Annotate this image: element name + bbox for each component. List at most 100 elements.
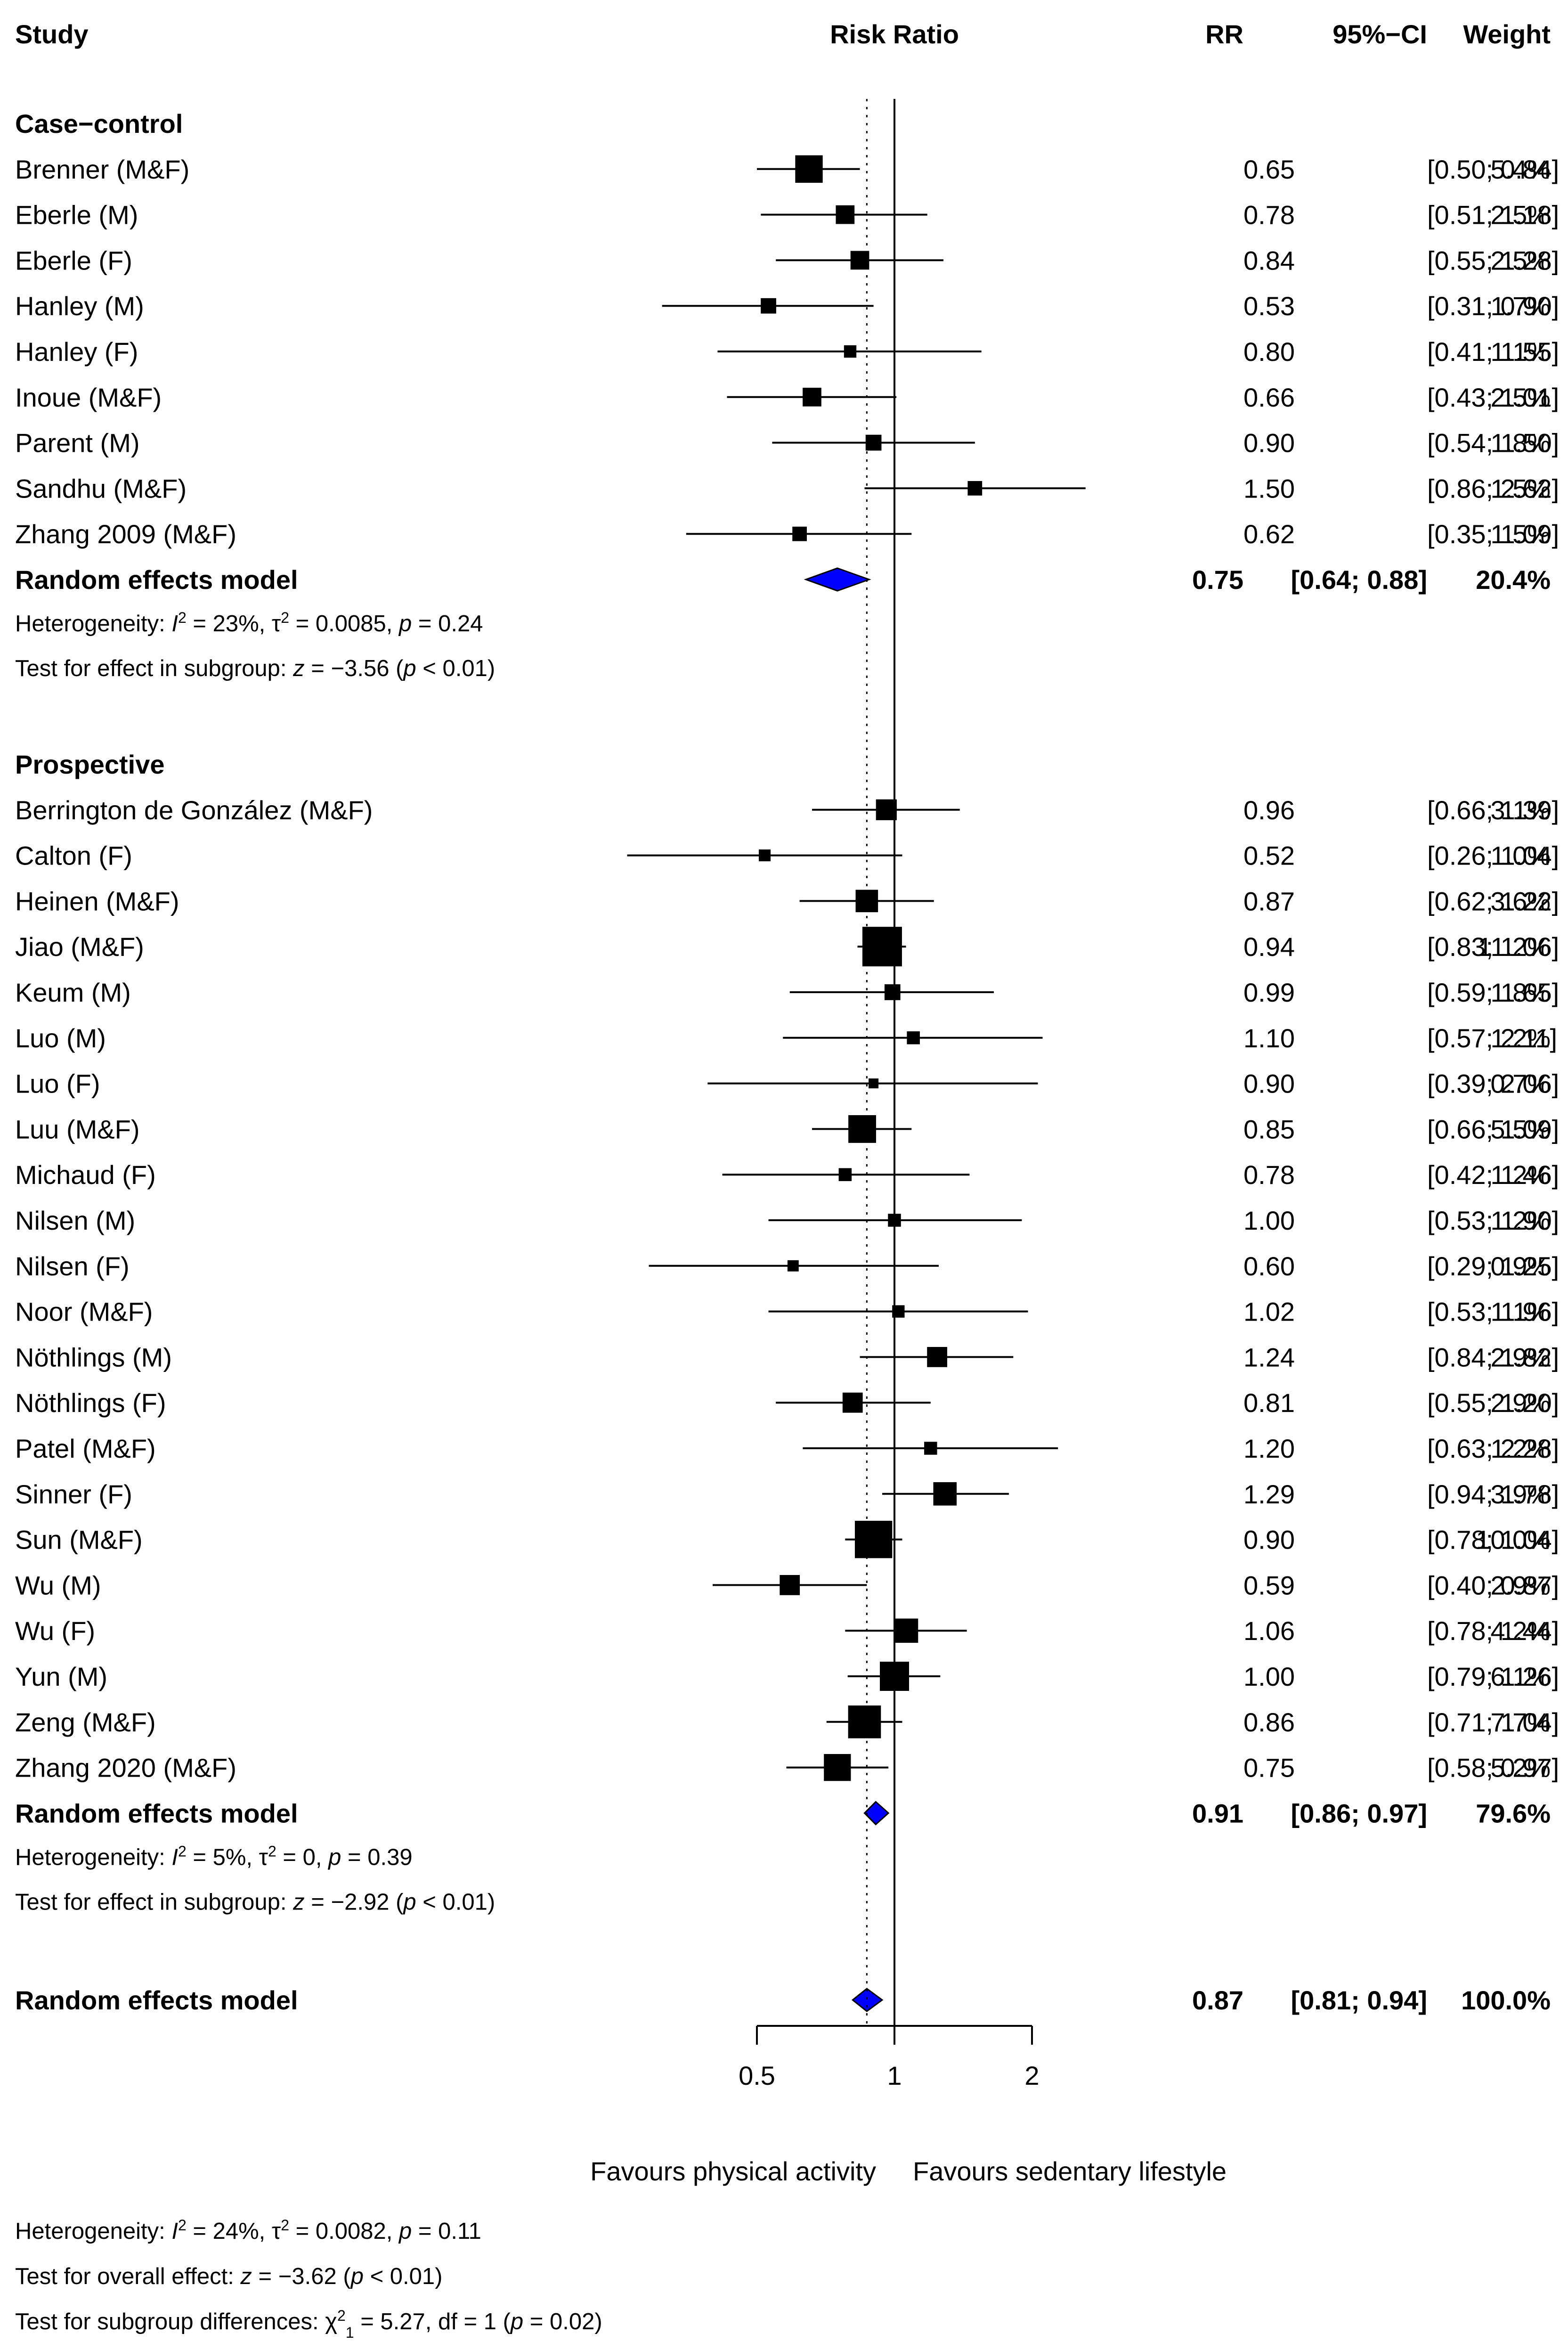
study-weight: 5.2% [1490,1753,1551,1783]
subgroup-model-ci: [0.86; 0.97] [1291,1798,1428,1828]
study-label: Sandhu (M&F) [15,473,187,503]
subgroup-model-label: Random effects model [15,565,298,595]
study-rr: 1.00 [1243,1662,1295,1691]
study-weight: 2.5% [1490,383,1551,412]
study-marker [884,984,901,1000]
study-ci: [0.51; 1.18] [1427,200,1559,230]
study-weight: 11.2% [1478,932,1551,962]
study-ci: [0.43; 1.01] [1427,383,1559,412]
study-label: Noor (M&F) [15,1297,153,1327]
study-label: Yun (M) [15,1662,107,1691]
study-label: Nilsen (M) [15,1206,135,1235]
study-label: Calton (F) [15,841,132,871]
study-ci: [0.35; 1.09] [1427,519,1559,549]
study-marker [803,387,821,407]
header-risk-ratio: Risk Ratio [830,19,959,49]
study-weight: 3.9% [1490,1479,1551,1509]
overall-heterogeneity: Heterogeneity: I2 = 24%, τ2 = 0.0082, p … [15,2217,481,2244]
study-rr: 0.81 [1243,1388,1295,1418]
study-marker [924,1442,937,1455]
study-label: Eberle (F) [15,245,132,275]
study-ci: [0.71; 1.04] [1427,1707,1559,1737]
study-rr: 1.20 [1243,1434,1295,1463]
study-rr: 0.90 [1243,1069,1295,1099]
study-weight: 1.0% [1490,841,1551,871]
study-weight: 2.5% [1490,200,1551,230]
subgroup-test: Test for effect in subgroup: z = −2.92 (… [15,1889,495,1915]
x-tick-label: 2 [1024,2061,1039,2090]
study-rr: 0.96 [1243,795,1295,825]
study-rr: 0.87 [1243,886,1295,916]
study-label: Zeng (M&F) [15,1707,156,1737]
study-rr: 0.84 [1243,245,1295,275]
study-rr: 1.24 [1243,1342,1295,1372]
study-ci: [0.31; 0.90] [1427,291,1559,321]
study-ci: [0.83; 1.06] [1427,932,1559,962]
subgroup-model-rr: 0.91 [1192,1798,1243,1828]
study-weight: 1.2% [1490,1160,1551,1190]
subgroup-model-weight: 79.6% [1476,1798,1551,1828]
study-weight: 3.6% [1490,886,1551,916]
study-marker [869,1078,879,1089]
study-rr: 0.62 [1243,519,1295,549]
study-marker [836,205,855,224]
overall-model-rr: 0.87 [1192,1985,1243,2015]
study-ci: [0.59; 1.65] [1427,978,1559,1007]
study-weight: 5.4% [1490,155,1551,184]
study-label: Nöthlings (F) [15,1388,166,1418]
overall-model-label: Random effects model [15,1985,298,2015]
study-weight: 3.1% [1490,795,1551,825]
study-rr: 1.29 [1243,1479,1295,1509]
study-weight: 1.5% [1490,519,1551,549]
study-ci: [0.86; 2.62] [1427,473,1559,503]
subgroup-differences-test: Test for subgroup differences: χ21 = 5.2… [15,2307,602,2341]
study-label: Parent (M) [15,428,140,458]
subgroup-test: Test for effect in subgroup: z = −3.56 (… [15,656,495,681]
study-weight: 4.2% [1490,1616,1551,1646]
study-ci: [0.55; 1.20] [1427,1388,1559,1418]
study-label: Sinner (F) [15,1479,132,1509]
study-rr: 0.99 [1243,978,1295,1007]
study-marker [824,1754,851,1781]
study-label: Nöthlings (M) [15,1342,172,1372]
study-marker [842,1392,863,1413]
study-ci: [0.39; 2.06] [1427,1069,1559,1099]
study-rr: 0.75 [1243,1753,1295,1783]
study-marker [844,345,857,358]
study-weight: 1.2% [1490,1206,1551,1235]
study-weight: 2.9% [1490,1342,1551,1372]
study-ci: [0.66; 1.09] [1427,1114,1559,1144]
study-marker [848,1705,881,1738]
study-weight: 2.5% [1490,245,1551,275]
study-marker [758,849,771,862]
study-rr: 1.02 [1243,1297,1295,1327]
study-label: Luo (F) [15,1069,100,1099]
study-rr: 0.53 [1243,291,1295,321]
study-weight: 5.5% [1490,1114,1551,1144]
subgroup-model-ci: [0.64; 0.88] [1291,565,1428,595]
study-ci: [0.54; 1.50] [1427,428,1559,458]
study-rr: 0.78 [1243,1160,1295,1190]
study-label: Heinen (M&F) [15,886,179,916]
study-marker [838,1168,852,1181]
study-weight: 1.2% [1490,1434,1551,1463]
overall-model-weight: 100.0% [1461,1985,1551,2015]
study-label: Keum (M) [15,978,131,1007]
header-study: Study [15,19,89,49]
study-label: Hanley (F) [15,337,138,367]
x-tick-label: 0.5 [739,2061,775,2090]
study-marker [787,1260,799,1272]
overall-model-diamond [851,1988,884,2012]
header-weight: Weight [1463,19,1551,49]
study-label: Zhang 2020 (M&F) [15,1753,236,1783]
study-weight: 2.9% [1490,1570,1551,1600]
study-marker [865,434,882,451]
study-label: Berrington de González (M&F) [15,795,373,825]
study-rr: 1.00 [1243,1206,1295,1235]
study-marker [850,251,869,270]
study-ci: [0.57; 2.11] [1427,1023,1557,1053]
study-label: Luo (M) [15,1023,106,1053]
subgroup-model-rr: 0.75 [1192,565,1243,595]
study-label: Hanley (M) [15,291,144,321]
study-rr: 0.78 [1243,200,1295,230]
